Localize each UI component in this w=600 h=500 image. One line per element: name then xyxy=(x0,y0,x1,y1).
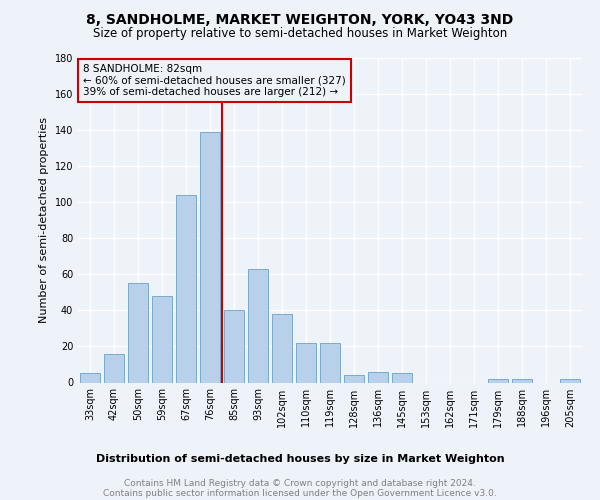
Bar xyxy=(272,314,292,382)
Bar xyxy=(248,269,268,382)
Text: Contains HM Land Registry data © Crown copyright and database right 2024.: Contains HM Land Registry data © Crown c… xyxy=(124,479,476,488)
Text: Size of property relative to semi-detached houses in Market Weighton: Size of property relative to semi-detach… xyxy=(93,28,507,40)
Bar xyxy=(224,310,244,382)
Bar xyxy=(104,354,124,382)
Bar xyxy=(344,376,364,382)
Bar xyxy=(128,283,148,382)
Text: Distribution of semi-detached houses by size in Market Weighton: Distribution of semi-detached houses by … xyxy=(95,454,505,464)
Text: 8, SANDHOLME, MARKET WEIGHTON, YORK, YO43 3ND: 8, SANDHOLME, MARKET WEIGHTON, YORK, YO4… xyxy=(86,12,514,26)
Bar xyxy=(176,194,196,382)
Bar xyxy=(80,374,100,382)
Bar xyxy=(368,372,388,382)
Text: 8 SANDHOLME: 82sqm
← 60% of semi-detached houses are smaller (327)
39% of semi-d: 8 SANDHOLME: 82sqm ← 60% of semi-detache… xyxy=(83,64,346,97)
Bar xyxy=(512,379,532,382)
Bar xyxy=(152,296,172,382)
Text: Contains public sector information licensed under the Open Government Licence v3: Contains public sector information licen… xyxy=(103,489,497,498)
Bar xyxy=(296,343,316,382)
Bar xyxy=(392,374,412,382)
Bar xyxy=(488,379,508,382)
Bar xyxy=(320,343,340,382)
Y-axis label: Number of semi-detached properties: Number of semi-detached properties xyxy=(39,117,49,323)
Bar xyxy=(560,379,580,382)
Bar xyxy=(200,132,220,382)
